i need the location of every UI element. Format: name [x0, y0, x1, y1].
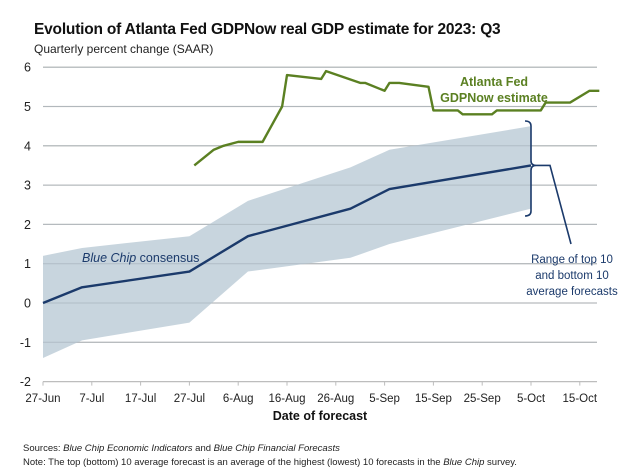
- annotations: Atlanta Fed GDPNow estimate Blue Chip cons…: [82, 75, 618, 298]
- note-italic: Blue Chip: [443, 457, 485, 468]
- x-tick-label: 5-Oct: [517, 393, 546, 405]
- y-tick-label: 6: [24, 61, 31, 75]
- range-label: average forecasts: [526, 286, 618, 298]
- x-tick-label: 26-Aug: [317, 393, 354, 405]
- series-lines: [42, 69, 600, 305]
- x-axis-label: Date of forecast: [273, 409, 368, 423]
- y-tick-label: -2: [20, 375, 31, 389]
- consensus-label-part: consensus: [136, 251, 199, 265]
- sources-title-1: Blue Chip Economic Indicators: [63, 443, 193, 454]
- y-tick-label: 4: [24, 139, 31, 153]
- sources-title-2: Blue Chip Financial Forecasts: [213, 443, 340, 454]
- consensus-label-part: Blue Chip: [82, 251, 136, 265]
- sources-and: and: [192, 443, 214, 454]
- y-tick-label: 1: [24, 257, 31, 271]
- x-tick-label: 5-Sep: [369, 393, 400, 405]
- x-tick-label: 15-Sep: [415, 393, 452, 405]
- y-tick-label: 0: [24, 297, 31, 311]
- forecast-range-area: [43, 126, 531, 359]
- chart-title: Evolution of Atlanta Fed GDPNow real GDP…: [34, 21, 501, 38]
- y-tick-label: 2: [24, 218, 31, 232]
- x-tick-label: 27-Jun: [25, 393, 60, 405]
- x-tick-label: 25-Sep: [464, 393, 501, 405]
- forecast-range-band: [43, 66, 597, 359]
- range-label: Range of top 10: [531, 254, 613, 266]
- x-tick-label: 6-Aug: [223, 393, 254, 405]
- note-text: : The top (bottom) 10 average forecast i…: [43, 457, 444, 468]
- note-label: Note: [23, 457, 44, 468]
- footnote: Note: The top (bottom) 10 average foreca…: [23, 457, 517, 468]
- x-tick-label: 15-Oct: [563, 393, 598, 405]
- gdpnow-label: Atlanta Fed: [460, 75, 528, 89]
- range-leader-line: [536, 164, 572, 245]
- axes: [42, 380, 597, 386]
- y-tick-label: -1: [20, 336, 31, 350]
- range-label: and bottom 10: [535, 270, 609, 282]
- x-tick-label: 7-Jul: [79, 393, 104, 405]
- x-tick-labels: 27-Jun 7-Jul 17-Jul 27-Jul 6-Aug 16-Aug 26-Aug…: [25, 393, 597, 405]
- gdpnow-label: GDPNow estimate: [440, 91, 548, 105]
- x-tick-label: 16-Aug: [268, 393, 305, 405]
- x-tick-label: 17-Jul: [125, 393, 156, 405]
- y-tick-label: 3: [24, 179, 31, 193]
- x-tick-label: 27-Jul: [174, 393, 205, 405]
- sources-note: Sources: Blue Chip Economic Indicators a…: [23, 443, 340, 454]
- note-end: survey.: [484, 457, 517, 468]
- y-tick-label: 5: [24, 100, 31, 114]
- sources-label: Sources:: [23, 443, 61, 454]
- consensus-label: Blue Chip consensus: [82, 251, 199, 265]
- y-tick-labels: -2 -1 0 1 2 3 4 5 6: [20, 61, 31, 389]
- chart-subtitle: Quarterly percent change (SAAR): [34, 42, 214, 56]
